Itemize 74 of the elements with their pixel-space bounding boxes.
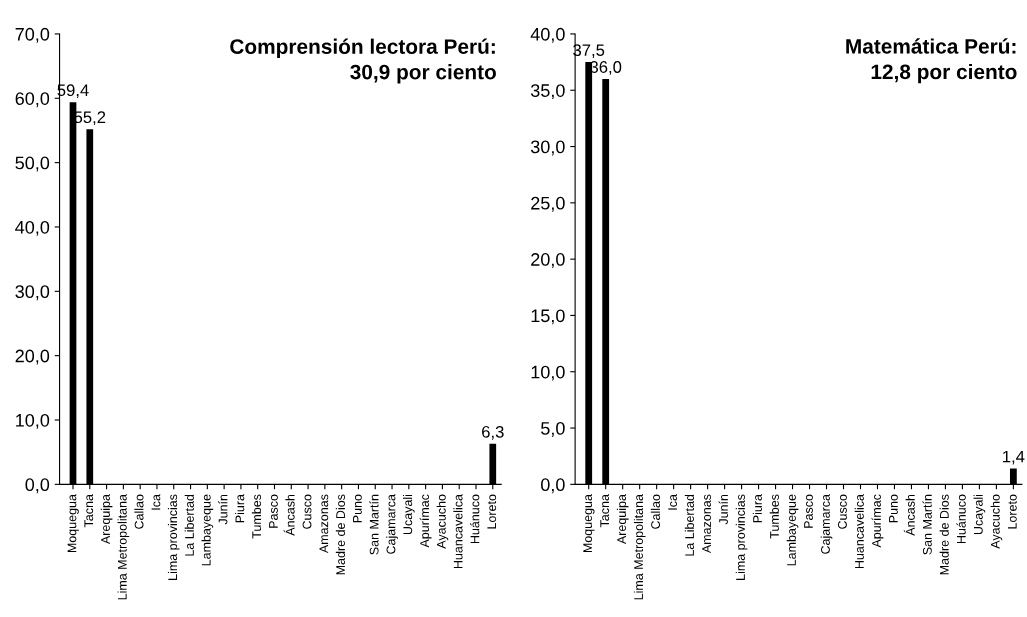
y-tick-label: 60,0 (15, 92, 50, 108)
x-tick-label: Ica (668, 494, 677, 510)
x-tick-label: Huancavelica (453, 494, 463, 569)
x-tick-label: La Libertad (184, 494, 194, 556)
x-tick-label: Áncash (903, 494, 915, 536)
x-tick-label: San Martín (369, 494, 379, 555)
x-tick-label: Arequipa (100, 494, 113, 545)
x-tick-label: Ayacucho (990, 494, 1003, 549)
x-tick-label: Tacna (600, 494, 610, 528)
y-tick-label: 0,0 (541, 478, 565, 494)
y-tick-label: 40,0 (530, 27, 565, 43)
x-tick-label: Ucayali (973, 494, 986, 535)
x-tick-label: Ica (151, 494, 161, 510)
x-tick-label: Callao (134, 494, 144, 529)
x-tick-label: Tacna (84, 494, 94, 528)
x-tick-label: Madre de Dios (335, 494, 346, 575)
x-tick-label: Apurímac (871, 494, 884, 548)
x-tick-label: Pasco (804, 494, 813, 528)
data-label: 36,0 (590, 61, 622, 75)
y-tick-label: 40,0 (15, 220, 50, 236)
y-tick-label: 20,0 (531, 253, 565, 268)
x-tick-label: Cajamarca (820, 494, 833, 554)
x-tick-label: Piura (752, 494, 762, 523)
x-tick-label: Amazonas (702, 494, 711, 554)
x-tick-label: Madre de Dios (939, 494, 949, 575)
y-tick-label: 30,0 (530, 140, 565, 156)
x-tick-label: Piura (235, 494, 245, 523)
x-tick-label: Cajamarca (386, 494, 398, 554)
x-tick-label: Ayacucho (436, 494, 449, 549)
text: Comprensión lectora Perú: 30,9 por ciento (230, 38, 496, 84)
data-label: 1,4 (1003, 450, 1025, 465)
y-tick-label: 35,0 (530, 84, 565, 100)
x-tick-label: Callao (650, 494, 661, 529)
x-tick-label: Cusco (838, 494, 847, 529)
x-tick-label: Tumbes (251, 494, 262, 539)
x-tick-label: Amazonas (319, 494, 329, 554)
y-tick-label: 5,0 (541, 421, 565, 437)
x-tick-label: Cusco (302, 494, 312, 529)
y-tick-label: 30,0 (15, 285, 50, 301)
x-tick-label: Junín (218, 494, 228, 525)
x-tick-label: Tumbes (769, 494, 779, 539)
y-tick-label: 70,0 (15, 27, 50, 43)
x-tick-label: Pasco (269, 494, 278, 528)
x-tick-label: Lima Metropolitana (117, 494, 130, 600)
y-tick-label: 50,0 (15, 156, 50, 172)
y-tick-label: 0,0 (25, 478, 50, 494)
x-tick-label: Junín (718, 494, 728, 525)
x-tick-label: Loreto (487, 494, 497, 529)
y-tick-label: 15,0 (531, 309, 565, 325)
y-tick-label: 10,0 (531, 365, 565, 381)
x-tick-label: Moquegua (583, 494, 595, 553)
x-tick-label: San Martín (922, 494, 932, 555)
data-label: 6,3 (482, 425, 504, 440)
x-tick-label: Lima Metropolitana (633, 494, 646, 600)
x-tick-label: Puno (353, 494, 362, 523)
y-tick-label: 20,0 (15, 349, 50, 365)
x-tick-label: Huánuco (470, 494, 480, 544)
x-tick-label: Moquegua (67, 494, 79, 553)
x-tick-label: Loreto (1008, 494, 1017, 529)
x-tick-label: Apurímac (419, 494, 432, 548)
y-tick-label: 10,0 (16, 413, 50, 429)
x-tick-label: Arequipa (616, 494, 629, 545)
x-tick-label: La Libertad (684, 494, 694, 556)
x-tick-label: Lima provincias (735, 494, 748, 580)
text: Matemática Perú: 12,8 por ciento (846, 38, 1017, 84)
x-tick-label: Huancavelica (854, 494, 864, 569)
x-tick-label: Lambayeque (201, 494, 214, 566)
x-tick-label: Lima provincias (167, 494, 180, 580)
y-tick-label: 25,0 (531, 196, 565, 212)
x-tick-label: Áncash (283, 494, 295, 536)
x-tick-label: Lambayeque (786, 494, 799, 566)
x-tick-label: Puno (889, 494, 898, 523)
x-tick-label: Ucayali (403, 494, 415, 535)
x-tick-label: Huánuco (956, 494, 966, 544)
